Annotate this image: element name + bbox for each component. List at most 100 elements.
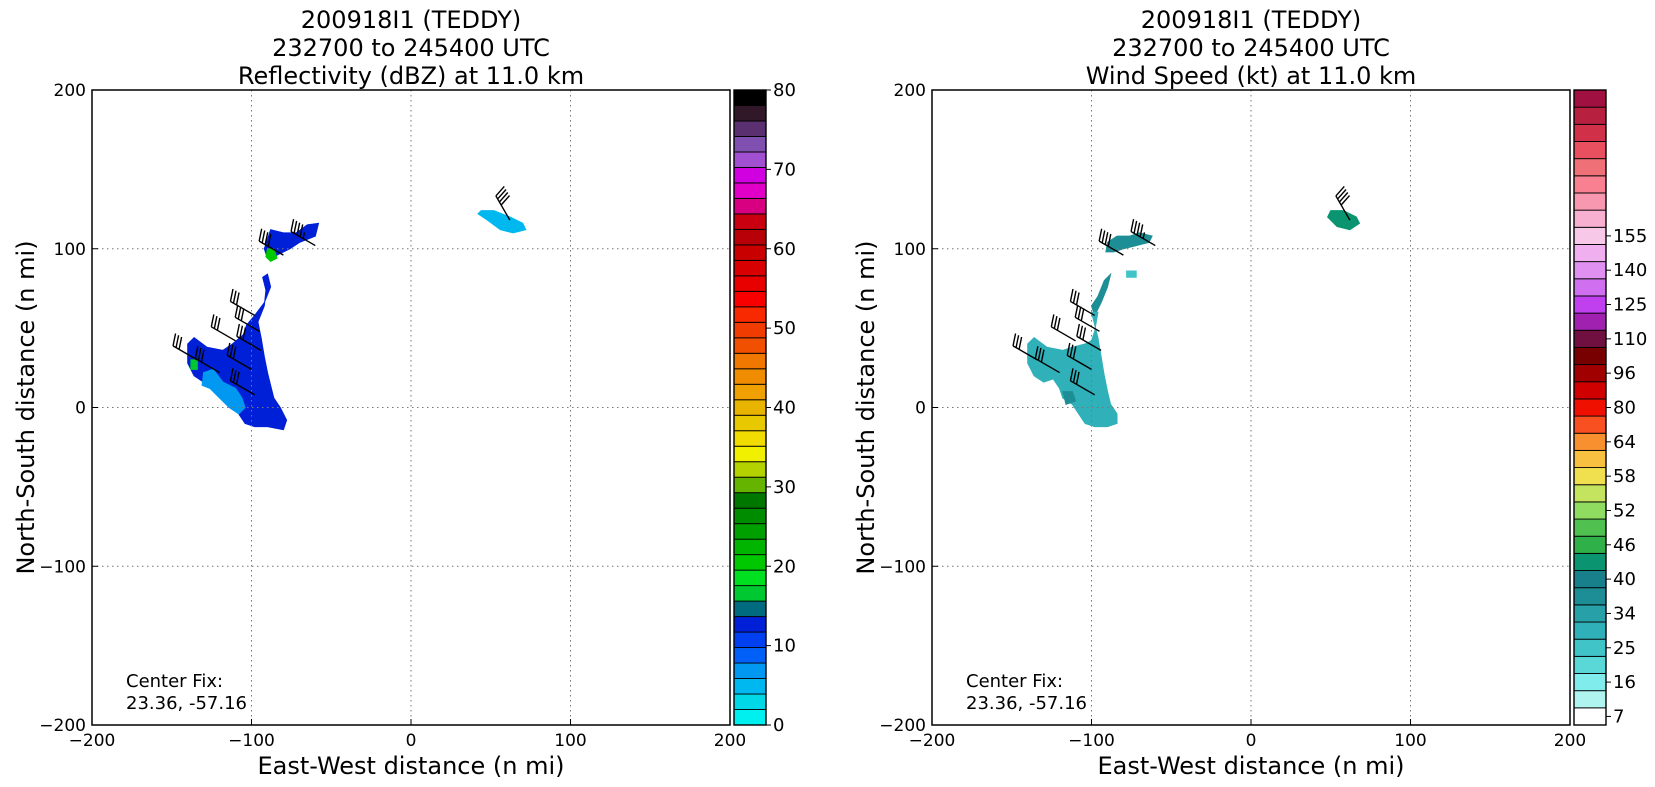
colorbar-bin xyxy=(1573,552,1607,571)
colorbar-tick-label: 58 xyxy=(1613,466,1636,487)
barb-staff xyxy=(495,195,511,221)
colorbar-bin xyxy=(733,709,767,726)
barb-flag xyxy=(1075,371,1080,385)
data-region xyxy=(1062,391,1077,405)
barb-flag xyxy=(299,224,304,237)
barb-flag xyxy=(172,333,177,347)
barb-flag xyxy=(264,232,269,245)
colorbar-bin xyxy=(1573,192,1607,211)
colorbar-tick-label: 125 xyxy=(1613,295,1647,316)
colorbar-bin xyxy=(733,492,767,509)
barb-flag xyxy=(258,228,263,242)
colorbar-bin xyxy=(733,538,767,556)
colorbar-tick-label: 30 xyxy=(773,477,796,498)
colorbar-bin xyxy=(1573,398,1607,417)
wind-barb xyxy=(1069,288,1096,317)
colorbar-bin xyxy=(1573,570,1607,589)
colorbar-bin xyxy=(733,414,767,432)
colorbar-bin xyxy=(1573,278,1607,297)
colorbar-bin xyxy=(733,554,767,571)
colorbar-bin xyxy=(733,197,767,215)
wind-barb xyxy=(1335,185,1351,221)
y-tick-label: 200 xyxy=(894,81,926,101)
x-tick-label: −200 xyxy=(69,731,116,751)
colorbar-bin xyxy=(733,445,767,463)
wind-barb xyxy=(1069,368,1096,396)
colorbar-bin xyxy=(733,616,767,633)
y-axis-label: North-South distance (n mi) xyxy=(852,240,880,574)
barb-staff xyxy=(1066,354,1092,371)
colorbar-bin xyxy=(1573,655,1607,674)
barb-flag xyxy=(1104,232,1109,245)
chart-title-line: 232700 to 245400 UTC xyxy=(1112,34,1390,62)
colorbar-bin xyxy=(1573,261,1607,280)
barb-flag xyxy=(290,219,295,232)
barb-flag xyxy=(498,192,509,203)
colorbar-tick-label: 140 xyxy=(1613,260,1647,281)
barb-flag xyxy=(1050,314,1055,327)
colorbar-bin xyxy=(1573,295,1607,314)
colorbar-bin xyxy=(1573,432,1607,451)
data-region xyxy=(1126,270,1137,278)
colorbar-bin xyxy=(1573,484,1607,503)
colorbar-bin xyxy=(733,507,767,525)
barb-flag xyxy=(1072,370,1077,383)
barb-flag xyxy=(1069,368,1074,381)
wind-barb xyxy=(495,185,511,221)
colorbar-tick-label: 16 xyxy=(1613,672,1636,693)
colorbar-bin xyxy=(1573,535,1607,554)
barb-flag xyxy=(1335,185,1345,197)
panel-2: −200 −100 0 100 200 −200 −100 0 100 200 East-West … xyxy=(852,6,1647,780)
barb-flag xyxy=(235,292,240,306)
panel-1: −200 −100 0 100 200−200−1000100200East-West … xyxy=(12,6,796,780)
barb-flag xyxy=(267,233,272,247)
barb-flag xyxy=(1076,323,1081,337)
colorbar-bin xyxy=(733,600,767,618)
barb-flag xyxy=(1139,224,1144,237)
colorbar-bin xyxy=(733,213,767,230)
barb-flag xyxy=(1098,228,1103,242)
colorbar-bin xyxy=(1573,346,1607,366)
barb-flag xyxy=(213,316,218,329)
wind-barb xyxy=(290,219,316,247)
barb-flag xyxy=(495,185,505,197)
wind-barb xyxy=(234,304,260,332)
barb-flag xyxy=(216,317,221,331)
colorbar-bin xyxy=(733,306,767,323)
barb-flag xyxy=(1040,349,1045,363)
barb-staff xyxy=(226,354,252,371)
colorbar-bin xyxy=(733,105,767,122)
barb-staff xyxy=(1076,335,1102,351)
barb-flag xyxy=(1130,219,1135,232)
colorbar-bin xyxy=(733,166,767,184)
wind-barb xyxy=(226,342,252,371)
barb-flag xyxy=(1066,342,1071,356)
barb-staff xyxy=(1070,300,1096,317)
colorbar-bin xyxy=(1573,587,1607,606)
colorbar-bin xyxy=(1573,209,1607,228)
colorbar-bin xyxy=(1573,244,1607,263)
barb-flag xyxy=(296,222,301,236)
barb-flag xyxy=(1340,195,1351,206)
y-tick-label: −200 xyxy=(879,716,926,736)
y-tick-label: −100 xyxy=(879,557,926,577)
colorbar-bin xyxy=(733,383,767,401)
barb-flag xyxy=(1012,333,1017,347)
colorbar-tick-label: 10 xyxy=(773,636,796,657)
x-tick-label: 200 xyxy=(714,731,746,751)
barb-flag xyxy=(1069,288,1074,302)
barb-flag xyxy=(1015,335,1020,348)
colorbar-bin xyxy=(1573,415,1607,434)
wind-barb xyxy=(1034,346,1060,374)
barb-flag xyxy=(1072,346,1077,360)
barb-flag xyxy=(1133,220,1138,234)
colorbar-bin xyxy=(733,399,767,416)
barb-staff xyxy=(234,316,260,332)
barb-flag xyxy=(240,308,245,321)
barb-staff xyxy=(1335,195,1351,221)
colorbar-bin xyxy=(733,151,767,168)
wind-barb xyxy=(1076,323,1102,351)
wind-barb xyxy=(210,314,236,342)
colorbar-bin xyxy=(1573,329,1607,348)
